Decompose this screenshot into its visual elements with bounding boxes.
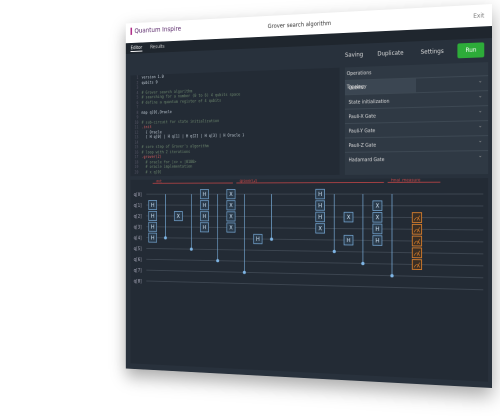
line-number: 13 (134, 134, 139, 140)
qubit-wire (146, 270, 483, 278)
gate-label: X (229, 192, 233, 198)
qubit-label: q[0] (134, 192, 142, 198)
code-text: qubits 9 (141, 79, 158, 85)
section-bar (236, 182, 384, 183)
line-number: 19 (134, 164, 139, 169)
qubit-label: q[8] (134, 279, 142, 285)
line-number: 11 (134, 124, 139, 130)
gate-label: H (203, 214, 207, 220)
operations-panel: OperationsTopology QubitsState initializ… (344, 62, 489, 175)
line-number: 16 (134, 149, 139, 155)
gate-label: H (318, 192, 322, 198)
gate-label: H (318, 215, 322, 221)
gate-label: X (318, 226, 322, 232)
app-screen: Quantum Inspire Grover search algorithm … (125, 4, 492, 388)
control-dot (332, 249, 336, 254)
qubit-label: q[2] (134, 214, 142, 220)
code-text: map q[0],Oracle (141, 108, 172, 115)
gate-label: X (347, 215, 351, 221)
gate-label: H (375, 227, 379, 233)
control-dot (189, 247, 193, 251)
section-label: final_measure (391, 178, 421, 182)
code-text: # loop with 2 iterations (141, 148, 191, 155)
tab[interactable]: Editor (130, 45, 143, 53)
line-number: 17 (134, 154, 139, 160)
line-number: 12 (134, 129, 139, 135)
gate-label: X (376, 203, 380, 209)
tab[interactable]: Results (150, 44, 165, 51)
gate-label: H (151, 203, 155, 209)
control-dot (390, 273, 394, 278)
code-editor[interactable]: 1 version 1.0 2 qubits 9 3 4 # Grover search a… (130, 67, 340, 177)
qubit-wire (146, 248, 483, 253)
line-number: 20 (134, 169, 139, 174)
gate-label: H (203, 203, 207, 209)
exit-button[interactable]: Exit (473, 12, 485, 20)
gate-label: X (229, 214, 233, 220)
gate-label: H (203, 192, 207, 198)
qubit-wire (146, 216, 483, 218)
gate-label: H (346, 238, 350, 244)
control-dot (269, 237, 274, 241)
gate-label: H (151, 236, 155, 242)
saving-status: Saving (344, 51, 364, 59)
control-dot (164, 236, 167, 240)
qubit-wire (146, 281, 483, 290)
line-number: 18 (134, 159, 139, 165)
qubit-label: q[3] (134, 225, 142, 231)
settings-button[interactable]: Settings (420, 48, 444, 56)
qubit-wire (146, 205, 483, 206)
qubit-wire (146, 238, 483, 242)
line-number: 14 (134, 139, 139, 145)
gate-label: X (376, 215, 380, 221)
gate-label: H (151, 214, 155, 220)
qubit-wire (146, 227, 483, 230)
section-label: init (156, 178, 162, 183)
gate-label: X (177, 214, 180, 220)
gate-label: H (151, 225, 155, 231)
qubit-label: q[6] (134, 257, 142, 263)
operation-item[interactable]: Hadamard Gate (344, 150, 489, 167)
qubit-label: q[1] (134, 203, 142, 209)
circuit: q[0] q[1] q[2] q[3] q[4] q[5] q[6] q[7] q[8] init… (134, 177, 489, 382)
code-text: # x q[0] (141, 169, 162, 174)
qubit-label: q[4] (134, 235, 142, 241)
control-dot (361, 261, 365, 266)
qubit-wire (146, 259, 483, 266)
circuit-area: q[0] q[1] q[2] q[3] q[4] q[5] q[6] q[7] q[8] init… (130, 177, 489, 382)
duplicate-button[interactable]: Duplicate (377, 49, 404, 58)
qubit-label: q[7] (134, 268, 142, 274)
qubit-label: q[5] (134, 246, 142, 252)
code-text: # oracle implementation (141, 163, 193, 169)
gate-label: H (256, 237, 260, 243)
line-number: 15 (134, 144, 139, 150)
operation-list: QubitsState initializationPauli-X GatePa… (344, 75, 489, 167)
gate-label: H (203, 225, 207, 231)
gate-label: H (318, 203, 322, 209)
run-button[interactable]: Run (457, 42, 485, 59)
control-dot (216, 258, 220, 263)
gate-label: H (375, 238, 379, 244)
gate-label: X (229, 225, 233, 231)
gate-label: X (229, 203, 233, 209)
control-dot (242, 270, 246, 275)
section-label: grover(2) (240, 178, 258, 183)
